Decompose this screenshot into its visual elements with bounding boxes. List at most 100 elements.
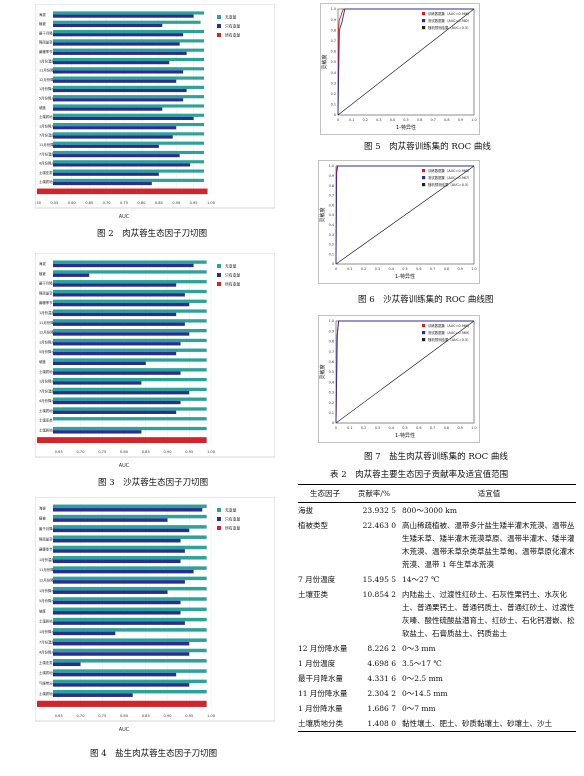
x-tick-label: 0.2 <box>361 267 366 271</box>
bar-without-variable <box>53 141 205 145</box>
y-tick-label: 0.7 <box>329 350 334 354</box>
table2-header-factor: 生态因子 <box>298 484 352 503</box>
y-tick-label: 0.4 <box>329 223 334 227</box>
bar-only-variable <box>53 391 190 395</box>
x-tick-label: 0.90 <box>172 201 181 205</box>
category-label: 12月份降水量 <box>39 77 61 82</box>
bar-all-variables <box>37 700 207 707</box>
table2-cell-contribution: 1.408 0 <box>352 716 402 732</box>
legend-swatch <box>217 517 221 521</box>
table2-cell-range: 0～2.5 mm <box>402 674 443 683</box>
bar-only-variable <box>53 351 177 356</box>
y-tick-label: 1.0 <box>329 319 334 323</box>
legend-label: 无变量 <box>225 508 237 513</box>
legend-label: 训练数据集（AUC=0.968） <box>428 168 471 173</box>
bar-without-variable <box>53 319 207 323</box>
x-tick-label: 1.00 <box>207 201 216 205</box>
category-label: 4月份降水量 <box>39 650 59 655</box>
table2-header-range: 适宜值 <box>402 484 576 503</box>
legend-swatch <box>422 12 426 16</box>
bar-without-variable <box>53 328 207 333</box>
y-axis-label: 灵敏度 <box>319 207 326 222</box>
legend-swatch <box>217 526 221 530</box>
category-label: 土壤质地分类 <box>39 670 60 675</box>
bar-without-variable <box>53 525 207 529</box>
x-tick-label: 0.8 <box>444 267 449 271</box>
bar-only-variable <box>53 14 194 18</box>
bar-only-variable <box>53 126 177 130</box>
y-tick-label: 0.9 <box>329 174 334 178</box>
table-row: 11 月份降水量 2.304 2 0～14.5 mm <box>298 686 576 701</box>
bar-without-variable <box>53 11 205 15</box>
fig3-caption: 图 3 沙苁蓉生态因子刀切图 <box>98 478 209 488</box>
bar-only-variable <box>53 172 159 176</box>
legend-swatch <box>422 19 426 23</box>
category-label: 11月份降水量 <box>39 320 61 325</box>
y-tick-label: 0.9 <box>329 329 334 333</box>
table2-cell-factor: 12 月份降水量 <box>298 644 348 653</box>
fig7-caption: 图 7 盐生肉苁蓉训练集的 ROC 曲线 <box>364 452 508 462</box>
bar-without-variable <box>53 638 207 642</box>
x-tick-label: 0.60 <box>68 201 77 205</box>
x-tick-label: 0.4 <box>388 267 393 271</box>
bar-without-variable <box>53 57 205 62</box>
fig6-roc-chart: 00 0.1 0.1 0.2 0.2 0.3 0.3 0.4 0.4 0.5 0.5 0.6 0.6 0.… <box>318 160 480 284</box>
legend-label: 训练数据集（AUC=0.986） <box>428 11 471 16</box>
legend-label: 只有变量 <box>225 273 240 278</box>
bar-without-variable <box>53 607 207 612</box>
category-label: 12月份降水量 <box>39 330 61 335</box>
legend-label: 随机预测结果（AUC=0.5） <box>428 337 471 342</box>
y-tick-label: 0.8 <box>329 340 334 344</box>
y-tick-label: 0.7 <box>329 194 334 198</box>
fig5-caption: 图 5 肉苁蓉训练集的 ROC 曲线 <box>364 142 491 152</box>
bar-without-variable <box>53 397 207 401</box>
fig5-roc-chart: 00 0.1 0.1 0.2 0.2 0.3 0.3 0.4 0.4 0.5 0.5 0.6 0.6 0.… <box>320 3 480 135</box>
bar-without-variable <box>53 659 207 663</box>
bar-without-variable <box>53 535 207 539</box>
bar-only-variable <box>53 88 187 93</box>
bar-only-variable <box>53 400 181 405</box>
bar-without-variable <box>53 387 207 392</box>
legend-label: 无变量 <box>225 15 237 20</box>
table2-cell-range: 高山稀疏植被、温带多汁盐生矮半灌木荒漠、温带丛生矮禾草、矮半灌木荒漠草原、温带半… <box>402 521 575 569</box>
category-label: 11月份降水量 <box>39 567 61 572</box>
table2-cell-contribution: 23.932 5 <box>362 506 396 515</box>
x-tick-label: 0.4 <box>390 118 395 122</box>
legend-swatch <box>217 282 221 286</box>
category-label: 植被 <box>39 21 46 26</box>
x-tick-label: 0.65 <box>55 714 63 718</box>
category-label: 土壤质地分类 <box>39 179 60 184</box>
bar-only-variable <box>53 549 185 553</box>
bar-only-variable <box>53 580 185 584</box>
x-tick-label: 0.85 <box>142 450 150 454</box>
x-tick-label: 0.6 <box>417 118 422 122</box>
bar-only-variable <box>53 662 81 667</box>
category-label: 土壤质地 <box>39 114 53 119</box>
bar-only-variable <box>53 107 163 111</box>
y-tick-label: 0.3 <box>331 81 336 85</box>
x-tick-label: 0.95 <box>185 450 193 454</box>
x-axis-label: AUC <box>119 214 130 220</box>
category-label: 最暖季节平均温 <box>39 300 63 305</box>
y-tick-label: 0.8 <box>331 28 336 32</box>
x-tick-label: 0.3 <box>375 426 380 430</box>
x-tick-label: 0.9 <box>457 426 462 430</box>
table2-cell-contribution: 1.686 7 <box>367 704 396 713</box>
bar-without-variable <box>53 39 205 43</box>
x-tick-label: 0.8 <box>444 118 449 122</box>
category-label: 土壤质地 <box>39 369 53 374</box>
x-tick-label: 0.65 <box>85 201 93 205</box>
legend-label: 只有变量 <box>225 517 240 522</box>
category-label: 最干月降水量 <box>39 30 60 35</box>
bar-only-variable <box>53 430 142 434</box>
legend-label: 所有变量 <box>225 526 240 531</box>
x-tick-label: 0.70 <box>76 450 85 454</box>
legend-swatch <box>422 338 426 342</box>
legend-swatch <box>217 264 221 268</box>
bar-without-variable <box>53 545 207 550</box>
bar-without-variable <box>53 48 205 52</box>
roc-random-line <box>335 320 475 424</box>
bar-only-variable <box>53 302 190 307</box>
x-tick-label: 0.90 <box>163 714 172 718</box>
x-tick-label: 0.1 <box>347 426 352 430</box>
